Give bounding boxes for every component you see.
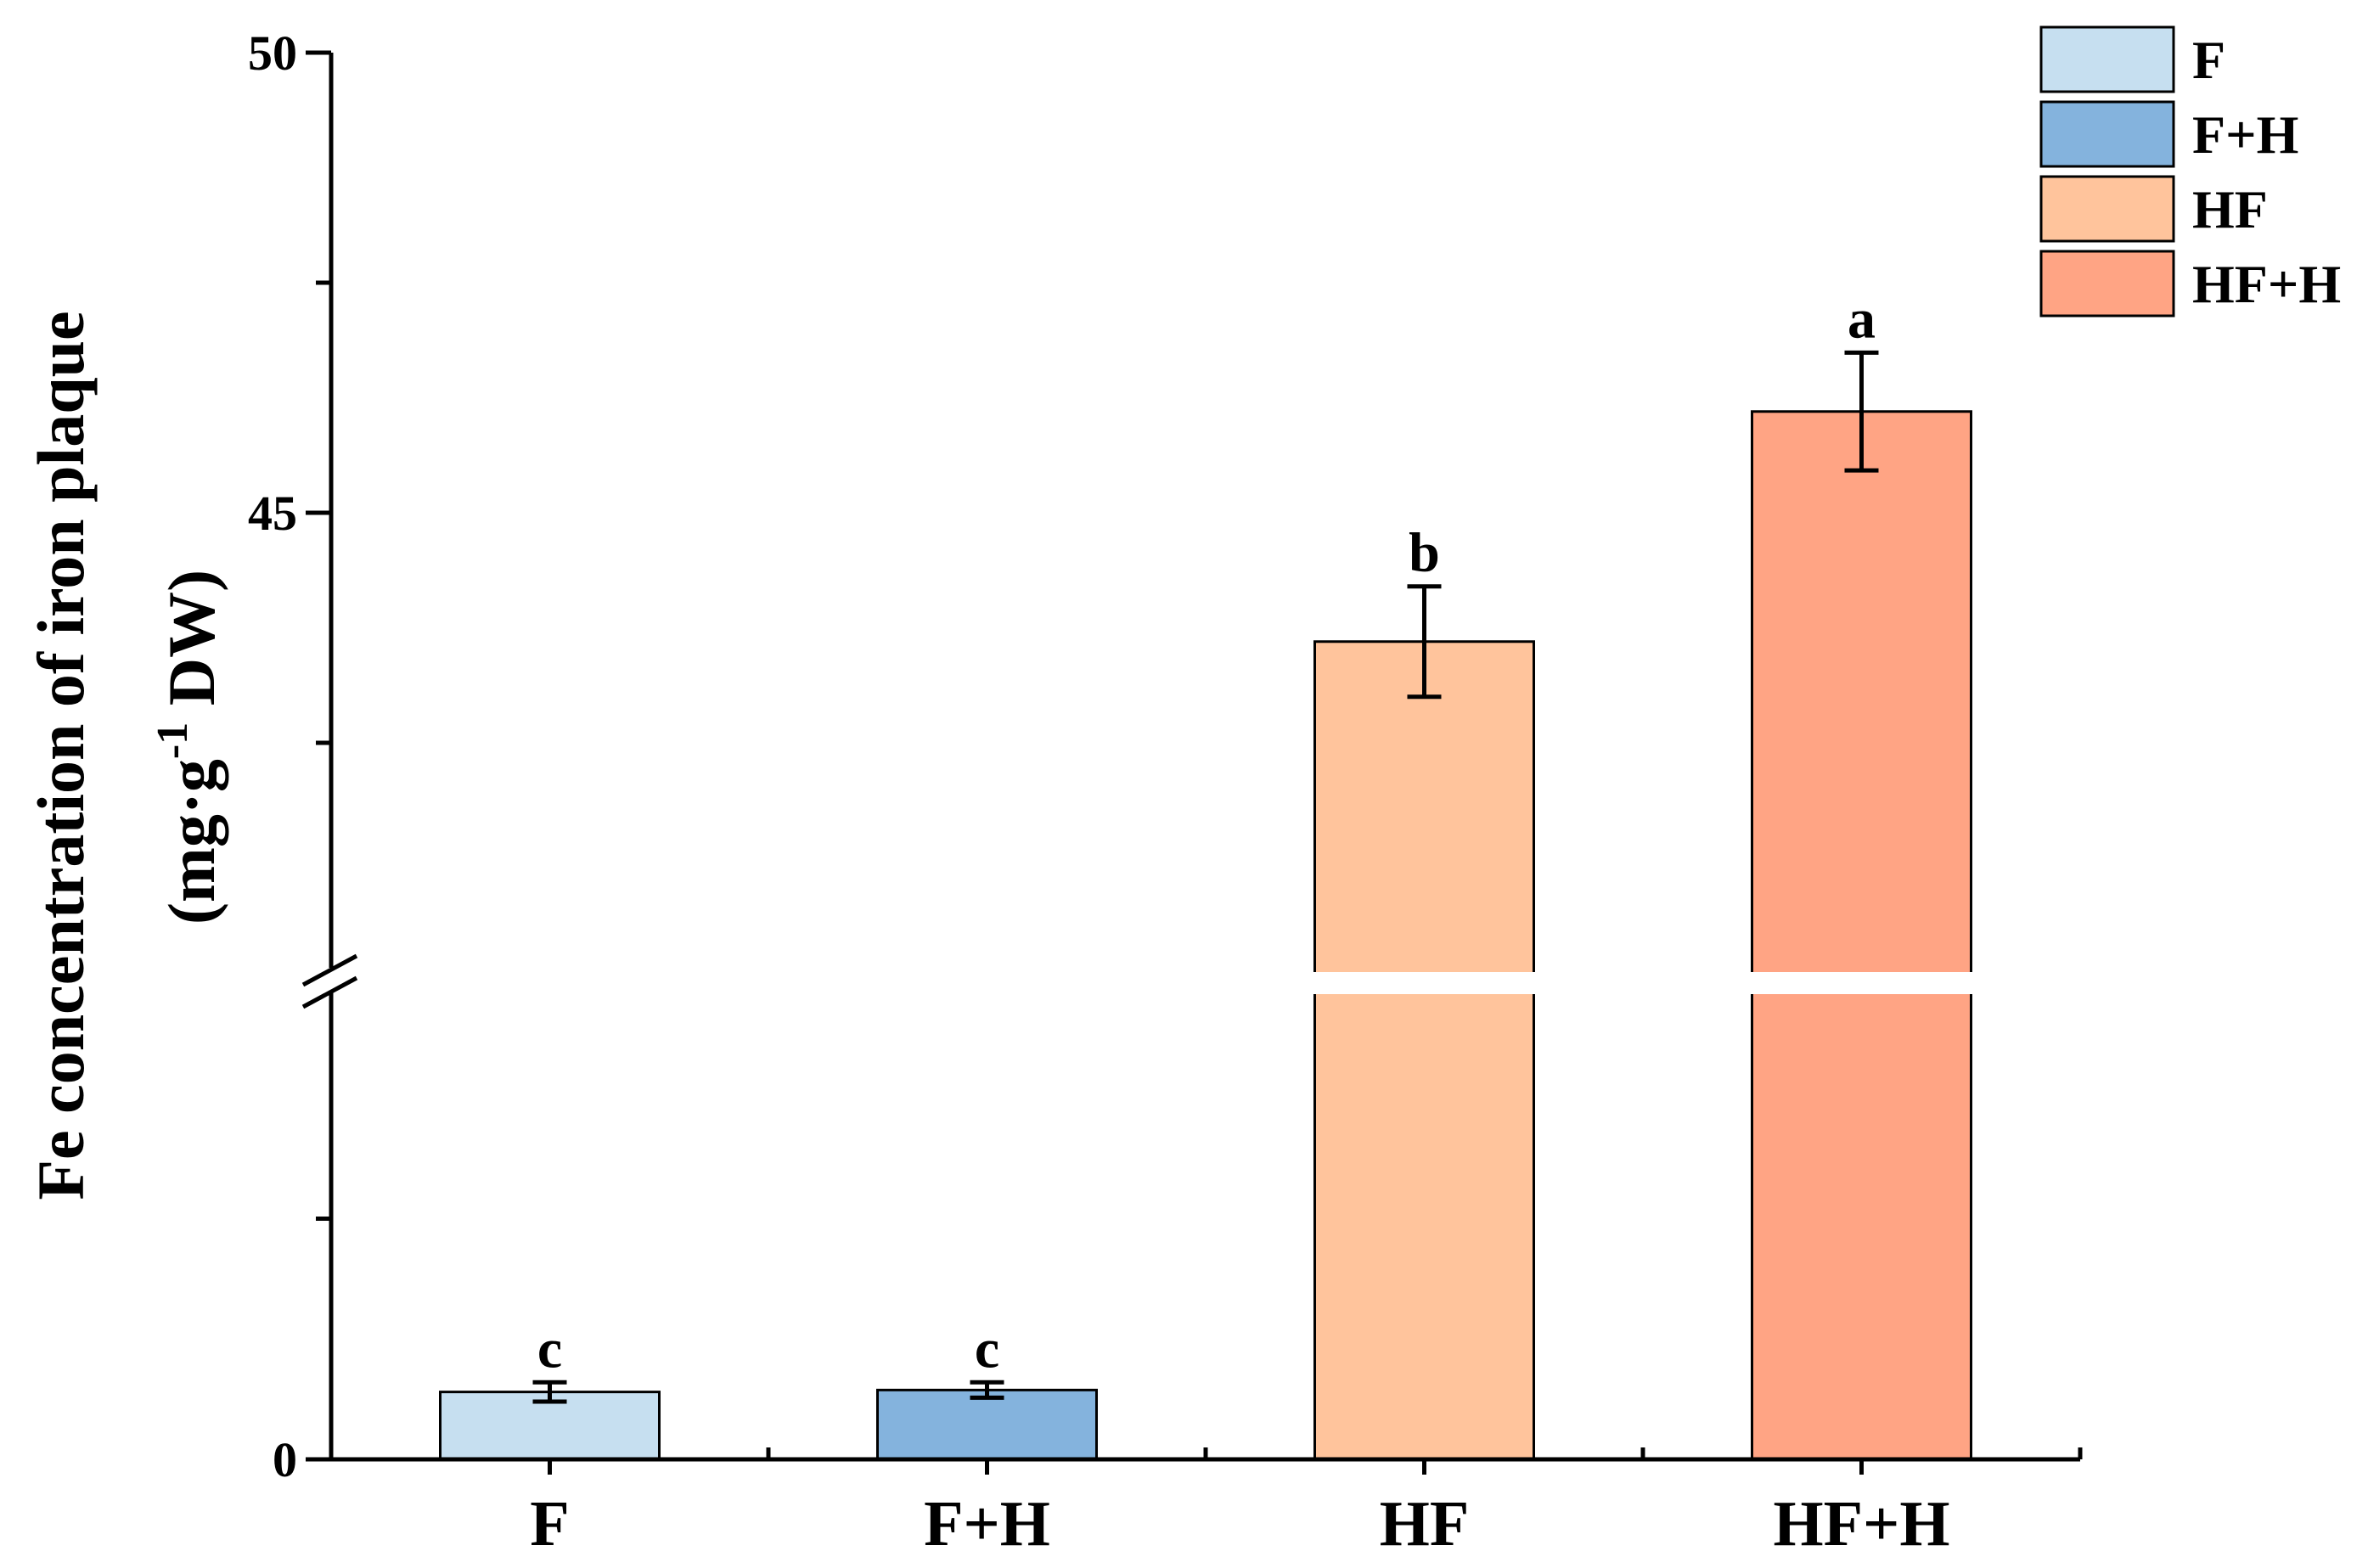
significance-label-hf-plus-h: a [1848, 288, 1876, 350]
error-bar-hf-plus-h [1844, 350, 1879, 473]
axis-break-gaps [1311, 972, 1975, 994]
significance-label-f-plus-h: c [975, 1318, 999, 1380]
legend-label-f-plus-h: F+H [2192, 104, 2298, 165]
y-axis-ticks [306, 50, 331, 1462]
x-tick-label-f: F [530, 1488, 569, 1560]
x-tick-label-hf-plus-h: HF+H [1774, 1488, 1950, 1560]
significance-label-f: c [537, 1318, 562, 1380]
legend-label-f: F [2192, 30, 2225, 90]
error-bar-hf [1407, 584, 1442, 700]
bars-group [439, 410, 1972, 1461]
bar-break-gap-hf [1311, 972, 1538, 994]
bar-hf-plus-h [1751, 410, 1972, 1461]
y-tick-label-50: 50 [248, 25, 297, 81]
legend-swatch-hf [2039, 175, 2175, 243]
y-axis-title-line1: Fe concentration of iron plaque [24, 311, 98, 1200]
y-tick-label-45: 45 [248, 486, 297, 541]
x-category-labels: F F+H HF HF+H [530, 1488, 1949, 1560]
legend-label-hf: HF [2192, 179, 2268, 239]
error-bar-f-plus-h [970, 1380, 1004, 1400]
error-bar-f [532, 1380, 567, 1404]
bar-break-gap-hf-plus-h [1748, 972, 1975, 994]
y-axis-break-marker [301, 953, 358, 1009]
y-tick-labels: 0 45 50 [248, 25, 297, 1487]
legend: F F+H HF HF+H [2039, 25, 2341, 318]
error-bars-group [532, 350, 1879, 1404]
legend-label-hf-plus-h: HF+H [2192, 254, 2341, 314]
bar-hf [1313, 640, 1535, 1461]
significance-labels-group: c c b a [537, 288, 1876, 1380]
significance-label-hf: b [1409, 522, 1440, 584]
legend-swatch-f-plus-h [2039, 100, 2175, 168]
bar-f-plus-h [876, 1388, 1098, 1461]
y-tick-label-0: 0 [273, 1432, 297, 1487]
x-axis-ticks [548, 1447, 2083, 1475]
x-tick-label-f-plus-h: F+H [924, 1488, 1050, 1560]
x-tick-label-hf: HF [1380, 1488, 1470, 1560]
legend-swatch-f [2039, 25, 2175, 93]
legend-swatch-hf-plus-h [2039, 250, 2175, 318]
y-axis-title-line2: (mg·g-1 DW) [149, 570, 228, 925]
